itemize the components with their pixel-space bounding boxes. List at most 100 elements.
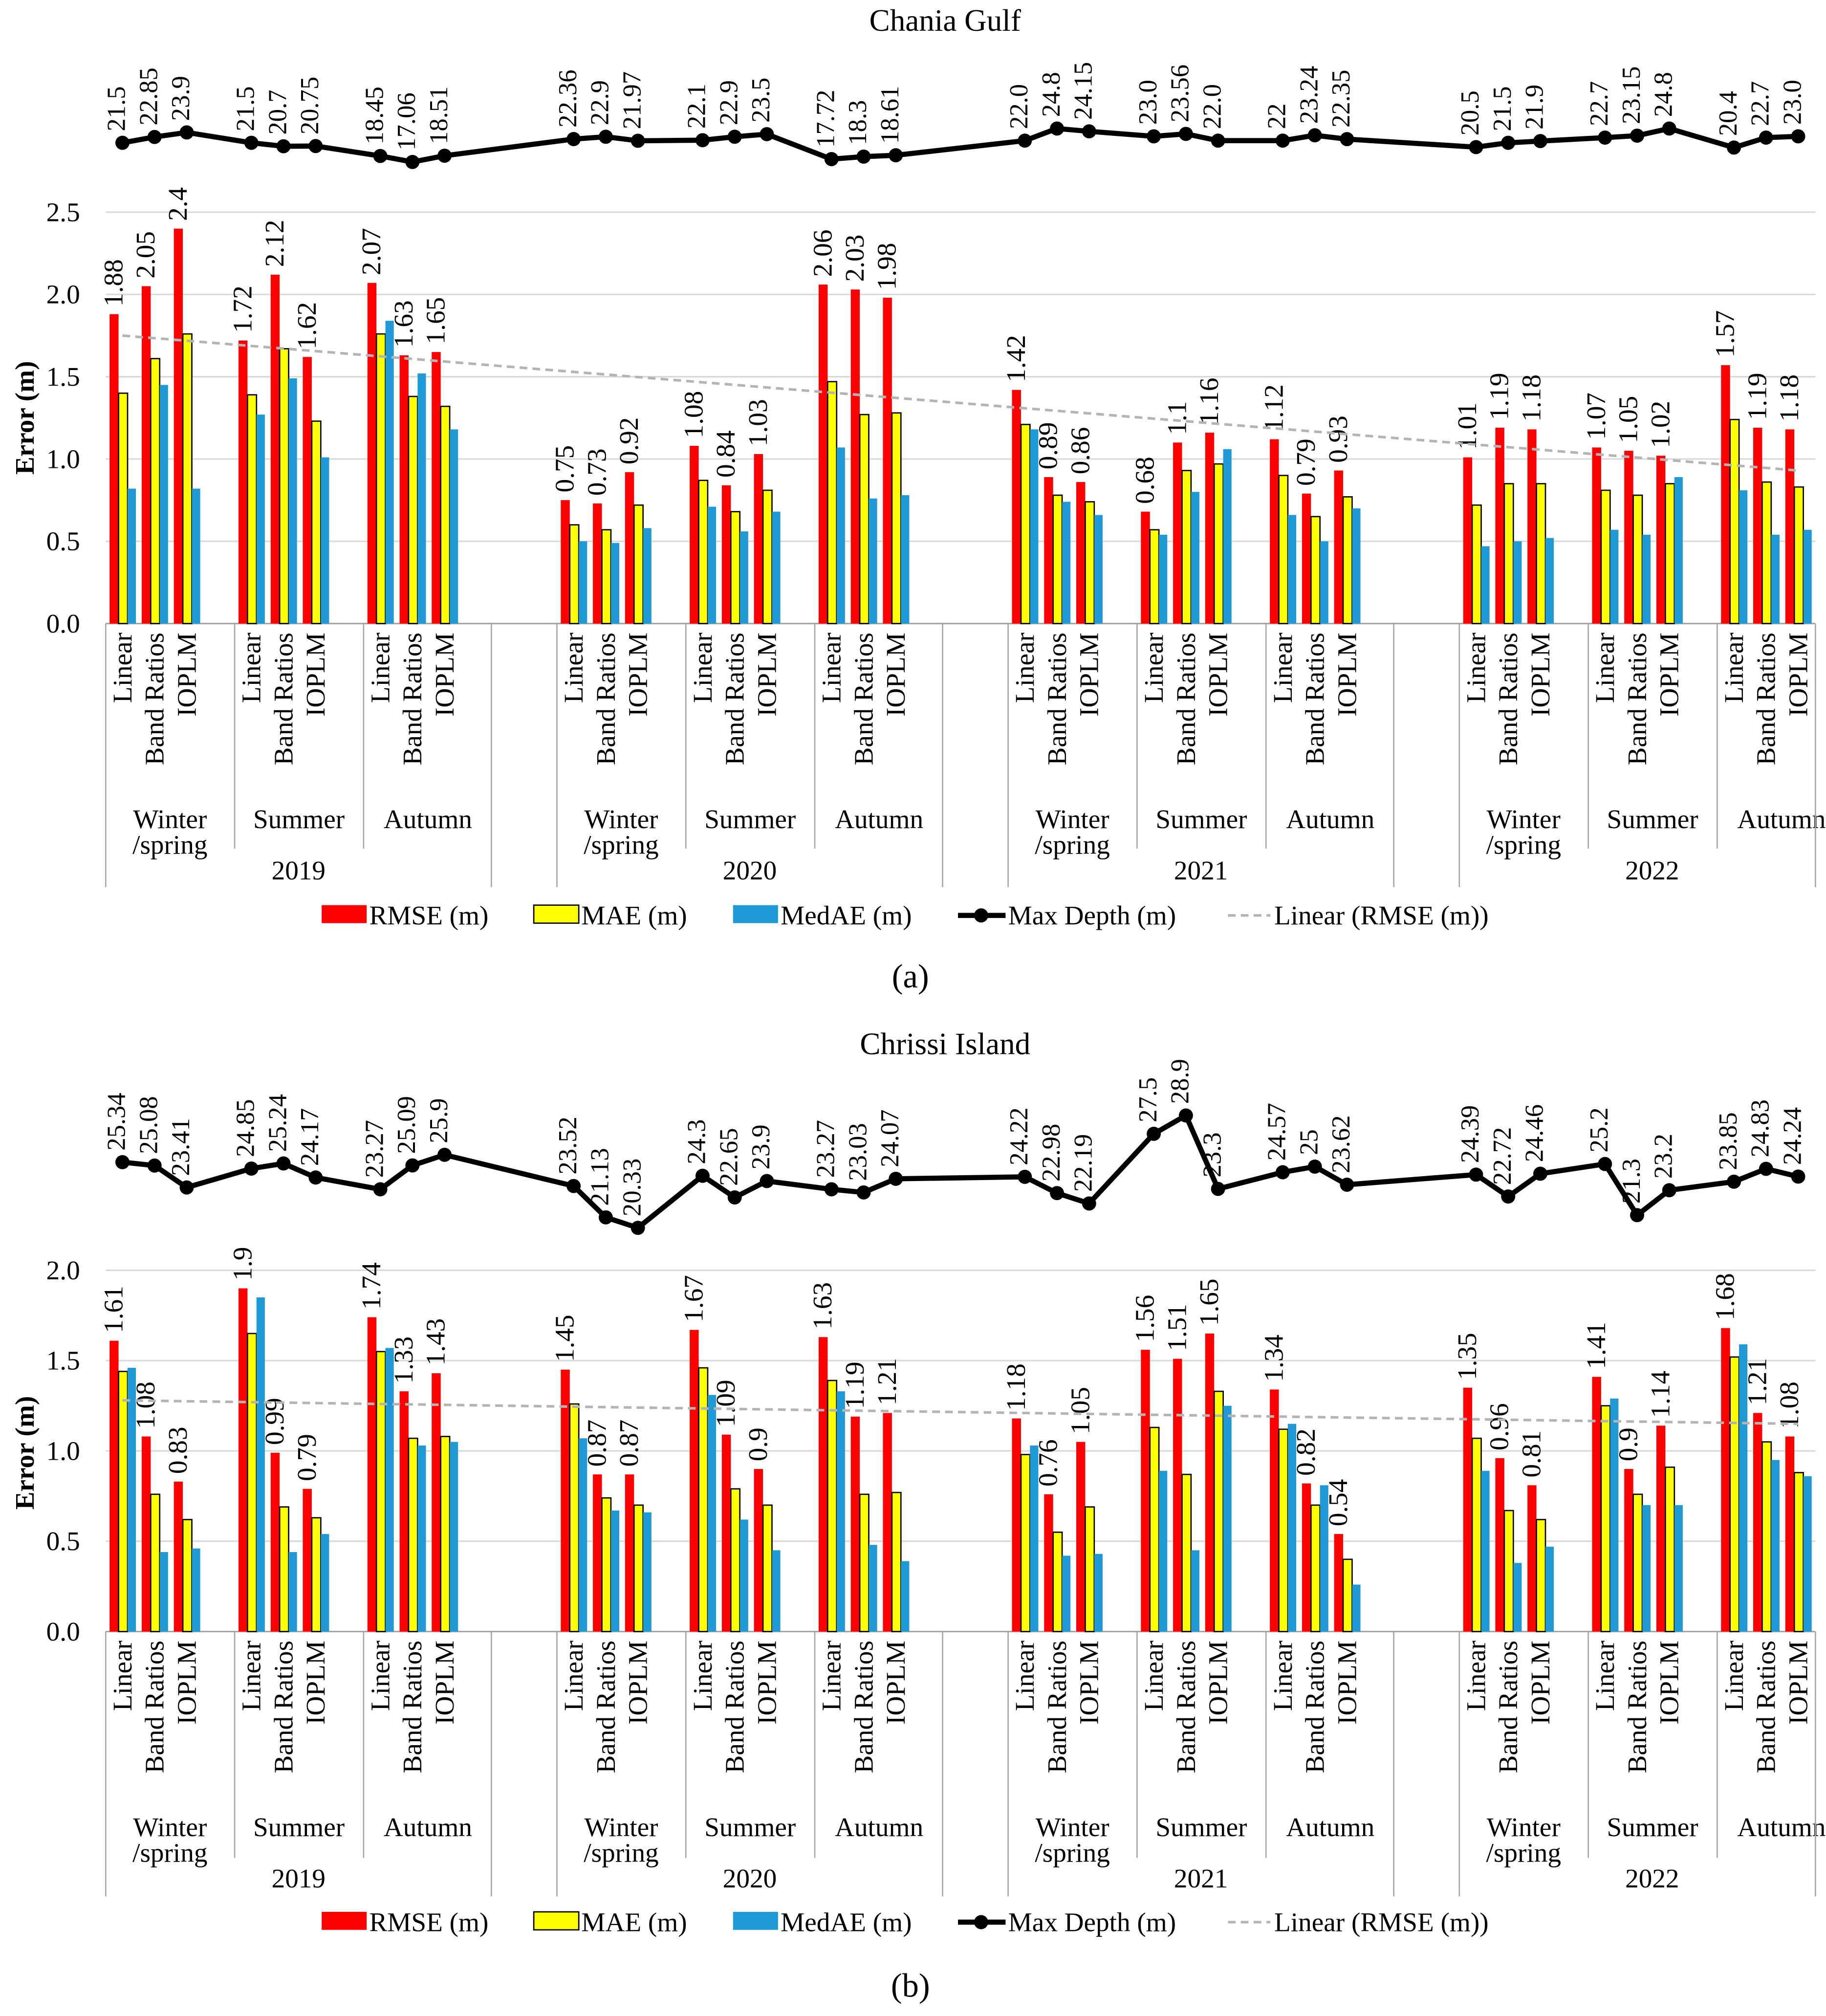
max-depth-point xyxy=(695,1168,710,1183)
rmse-bar xyxy=(1173,442,1182,624)
method-label: IOPLM xyxy=(1525,633,1555,717)
legend-label-medae: MedAE (m) xyxy=(781,900,912,930)
season-label: Winter xyxy=(133,804,207,834)
method-label: IOPLM xyxy=(752,1641,782,1725)
max-depth-point xyxy=(1275,133,1290,148)
year-label: 2022 xyxy=(1625,855,1679,885)
medae-bar xyxy=(1513,541,1522,624)
max-depth-point xyxy=(1759,1161,1773,1176)
max-depth-point xyxy=(1307,1159,1322,1174)
max-depth-label: 23.3 xyxy=(1198,1132,1226,1177)
chart-title: Chrissi Island xyxy=(860,1027,1030,1061)
mae-bar xyxy=(118,392,129,624)
rmse-bar xyxy=(1753,1413,1762,1632)
mae-bar xyxy=(247,394,258,624)
max-depth-point xyxy=(1630,1208,1645,1223)
medae-bar xyxy=(1545,538,1554,624)
rmse-linear-trendline xyxy=(122,334,1799,472)
rmse-bar xyxy=(141,286,151,624)
max-depth-label: 23.62 xyxy=(1327,1115,1355,1173)
rmse-bar xyxy=(1012,390,1021,624)
method-label: Linear xyxy=(1590,1641,1620,1711)
rmse-value-label: 0.84 xyxy=(711,430,740,478)
method-label: IOPLM xyxy=(301,1641,330,1725)
mae-bar xyxy=(891,1491,902,1632)
max-depth-point xyxy=(147,130,162,144)
mae-bar xyxy=(891,412,902,624)
max-depth-label: 21.97 xyxy=(618,71,646,129)
mae-bar xyxy=(859,1493,870,1632)
max-depth-label: 22.98 xyxy=(1037,1124,1065,1182)
rmse-bar xyxy=(1753,427,1762,624)
mae-bar xyxy=(1793,1472,1804,1632)
mae-bar xyxy=(762,489,773,624)
method-label: IOPLM xyxy=(1203,1641,1233,1725)
y-tick-label: 0.0 xyxy=(46,609,80,638)
method-label: IOPLM xyxy=(1074,1641,1104,1725)
rmse-value-label: 1.18 xyxy=(1516,374,1546,422)
method-label: IOPLM xyxy=(881,1641,911,1725)
chart-panel-chania-gulf: Chania Gulf 0.0 0.5 1.0 1.5 2.0 2.5 Error (m) 1.… xyxy=(10,3,1826,995)
method-label: Band Ratios xyxy=(591,1641,621,1773)
rmse-bar xyxy=(754,454,763,624)
medae-bar xyxy=(1771,1460,1780,1632)
rmse-bar xyxy=(1302,493,1311,624)
max-depth-label: 22.7 xyxy=(1746,81,1775,126)
max-depth-label: 20.5 xyxy=(1456,90,1484,135)
max-depth-line xyxy=(122,1113,1799,1231)
method-label: Band Ratios xyxy=(397,1641,427,1773)
rmse-bar xyxy=(690,1330,699,1632)
year-label: 2020 xyxy=(723,855,777,885)
mae-bar xyxy=(1278,1428,1289,1632)
rmse-value-label: 1.56 xyxy=(1130,1295,1160,1342)
medae-bar xyxy=(739,1519,748,1632)
rmse-bar xyxy=(1592,1377,1601,1632)
method-label: Band Ratios xyxy=(140,1641,170,1773)
mae-bar xyxy=(1793,486,1804,624)
method-label: Linear xyxy=(108,633,137,703)
rmse-bar xyxy=(1495,427,1504,624)
rmse-bar xyxy=(238,1288,248,1632)
method-label: IOPLM xyxy=(1654,1641,1684,1725)
max-depth-label: 17.72 xyxy=(812,89,840,147)
rmse-value-label: 2.07 xyxy=(356,228,386,275)
mae-bar xyxy=(1213,463,1224,624)
rmse-bar xyxy=(1334,1534,1344,1632)
legend-label-medae: MedAE (m) xyxy=(781,1907,912,1937)
rmse-value-label: 0.73 xyxy=(582,448,611,496)
medae-bar xyxy=(1062,502,1071,624)
mae-bar xyxy=(698,480,709,624)
mae-bar xyxy=(1536,483,1546,624)
medae-bar xyxy=(1803,1476,1812,1632)
rmse-value-label: 0.68 xyxy=(1130,457,1160,504)
max-depth-label: 23.9 xyxy=(167,76,195,121)
max-depth-label: 22.9 xyxy=(715,80,743,125)
medae-bar xyxy=(450,1442,458,1632)
medae-bar xyxy=(1642,534,1651,624)
rmse-value-label: 1.03 xyxy=(743,399,773,446)
medae-bar xyxy=(1320,1485,1328,1632)
max-depth-label: 24.24 xyxy=(1778,1107,1806,1165)
max-depth-label: 23.56 xyxy=(1166,65,1195,122)
rmse-value-label: 0.86 xyxy=(1065,427,1095,475)
rmse-value-label: 0.87 xyxy=(614,1420,644,1467)
season-label: Winter xyxy=(584,1812,658,1842)
max-depth-label: 21.5 xyxy=(103,86,131,131)
year-label: 2021 xyxy=(1174,855,1228,885)
max-depth-point xyxy=(1469,1167,1483,1182)
season-label: Autumn xyxy=(384,1812,472,1842)
rmse-bar xyxy=(818,1337,828,1632)
max-depth-label: 23.27 xyxy=(360,1120,389,1178)
method-label: Band Ratios xyxy=(720,1641,750,1773)
rmse-value-label: 1.21 xyxy=(872,1358,902,1405)
method-label: Linear xyxy=(365,1641,395,1711)
medae-bar xyxy=(1739,490,1748,624)
max-depth-label: 23.85 xyxy=(1714,1112,1742,1170)
season-label: Summer xyxy=(1607,804,1698,834)
max-depth-point xyxy=(1340,1178,1354,1192)
max-depth-point xyxy=(1662,1183,1676,1198)
max-depth-label: 24.07 xyxy=(876,1109,904,1167)
max-depth-point xyxy=(115,1155,130,1169)
max-depth-point xyxy=(373,1182,388,1197)
medae-bar xyxy=(1223,449,1232,624)
